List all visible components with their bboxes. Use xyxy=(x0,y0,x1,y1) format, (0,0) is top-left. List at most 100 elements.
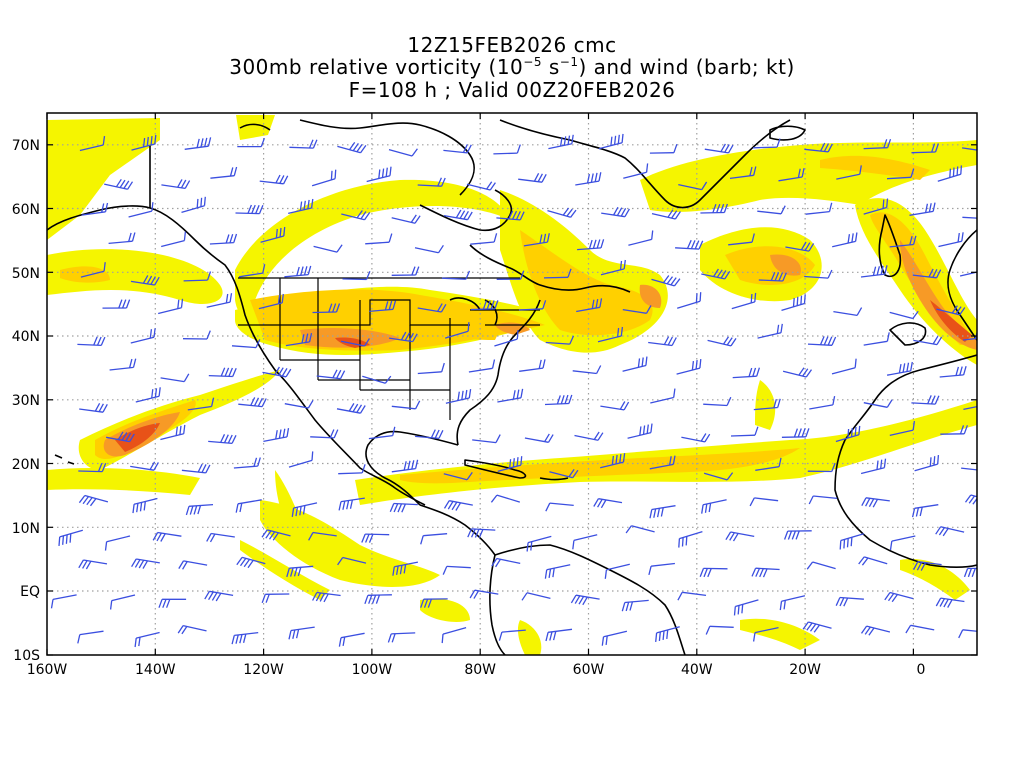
wind-barb-flag xyxy=(215,592,222,602)
wind-barbs xyxy=(50,133,1020,648)
wind-barb-flag xyxy=(98,403,104,413)
coastlines xyxy=(47,119,977,655)
wind-barb-staff xyxy=(187,405,212,411)
wind-barb-flag xyxy=(1017,240,1020,248)
wind-barb-flag xyxy=(332,369,338,379)
wind-barb-flag xyxy=(403,461,407,471)
wind-barb-flag xyxy=(968,495,976,504)
wind-barb-flag xyxy=(258,205,264,214)
wind-barb-flag xyxy=(963,425,969,435)
wind-barb-flag xyxy=(1002,174,1004,183)
wind-barb-staff xyxy=(709,625,734,628)
wind-barb-staff xyxy=(59,529,83,538)
wind-barb-flag xyxy=(623,259,626,269)
wind-barb-flag xyxy=(699,292,702,302)
wind-barb-flag xyxy=(920,562,926,571)
wind-barb-flag xyxy=(265,530,272,539)
wind-barb-flag xyxy=(361,533,366,543)
wind-barb-flag xyxy=(909,236,913,246)
wind-barb-staff xyxy=(208,440,233,445)
wind-barb-staff xyxy=(362,375,386,384)
wind-barb-staff xyxy=(470,241,495,245)
wind-barb-staff xyxy=(860,273,885,278)
wind-barb-flag xyxy=(184,180,191,189)
wind-barb-staff xyxy=(340,340,365,347)
wind-barb-flag xyxy=(958,629,964,639)
wind-barb-flag xyxy=(150,136,153,146)
wind-barb-flag xyxy=(1009,240,1012,248)
wind-barb-flag xyxy=(227,434,233,444)
wind-barb-flag xyxy=(820,142,826,152)
wind-barb-flag xyxy=(793,428,799,438)
wind-barb-flag xyxy=(134,559,141,568)
wind-barb-staff xyxy=(288,207,312,215)
wind-barb-flag xyxy=(828,202,833,212)
wind-barb-staff xyxy=(519,367,544,372)
wind-barb-flag xyxy=(149,461,156,470)
wind-barb-staff xyxy=(807,343,833,346)
wind-barb-flag xyxy=(884,592,891,601)
wind-barb-staff xyxy=(442,626,467,635)
wind-barb-flag xyxy=(542,359,546,369)
wind-barb-staff xyxy=(677,300,701,309)
wind-barb-flag xyxy=(275,174,281,184)
y-tick-label: 70N xyxy=(12,138,40,154)
wind-barb-staff xyxy=(863,206,887,215)
wind-barb-staff xyxy=(79,144,104,152)
wind-barb-flag xyxy=(229,293,233,303)
wind-barb-flag xyxy=(983,329,985,338)
wind-barb-staff xyxy=(575,180,600,186)
wind-barb-staff xyxy=(340,632,365,639)
wind-barb-flag xyxy=(338,637,342,647)
wind-barb-flag xyxy=(951,305,958,314)
wind-barb-flag xyxy=(150,276,156,285)
wind-barb-flag xyxy=(621,133,624,143)
wind-barb-flag xyxy=(78,559,84,569)
wind-barb-flag xyxy=(724,270,731,280)
wind-barb-staff xyxy=(860,467,885,475)
wind-barb-flag xyxy=(279,175,285,184)
wind-barb-staff xyxy=(707,339,732,347)
wind-barb-flag xyxy=(864,626,871,635)
wind-barb-flag xyxy=(952,167,955,177)
wind-barb-flag xyxy=(967,568,973,578)
wind-barb-flag xyxy=(177,625,184,634)
wind-barb-flag xyxy=(427,598,433,608)
wind-barb-flag xyxy=(1010,173,1012,182)
wind-barb-flag xyxy=(158,387,161,397)
wind-barb-flag xyxy=(257,457,261,467)
wind-barb-flag xyxy=(183,373,190,382)
wind-barb-staff xyxy=(474,589,499,595)
wind-barb-flag xyxy=(225,234,230,244)
wind-barb-flag xyxy=(726,337,733,346)
wind-barb-flag xyxy=(806,561,814,570)
wind-barb-flag xyxy=(312,592,318,601)
x-tick-label: 40W xyxy=(681,662,713,678)
wind-barb-staff xyxy=(572,370,597,375)
wind-barb-flag xyxy=(279,227,282,238)
wind-barb-flag xyxy=(1013,426,1014,435)
wind-barb-flag xyxy=(490,494,498,503)
wind-barb-staff xyxy=(804,275,829,279)
wind-barb-flag xyxy=(910,168,915,178)
wind-barb-flag xyxy=(411,266,416,276)
wind-barb-flag xyxy=(297,567,302,577)
wind-barb-flag xyxy=(783,530,789,540)
wind-barb-flag xyxy=(686,239,692,249)
wind-barb-staff xyxy=(735,599,759,608)
y-tick-label: 10S xyxy=(13,648,40,664)
wind-barb-flag xyxy=(872,498,879,508)
wind-barb-flag xyxy=(713,268,719,277)
wind-barb-flag xyxy=(142,275,149,284)
wind-barb-flag xyxy=(566,208,573,217)
wind-barb-flag xyxy=(777,398,781,408)
wind-barb-flag xyxy=(588,239,593,249)
wind-barb-flag xyxy=(364,212,371,221)
wind-barb-flag xyxy=(293,567,298,577)
wind-barb-flag xyxy=(401,503,406,513)
wind-barb-staff xyxy=(342,278,367,281)
wind-barb-flag xyxy=(613,206,619,216)
wind-barb-staff xyxy=(367,594,392,596)
wind-barb-flag xyxy=(928,203,932,213)
wind-barb-flag xyxy=(987,396,988,405)
